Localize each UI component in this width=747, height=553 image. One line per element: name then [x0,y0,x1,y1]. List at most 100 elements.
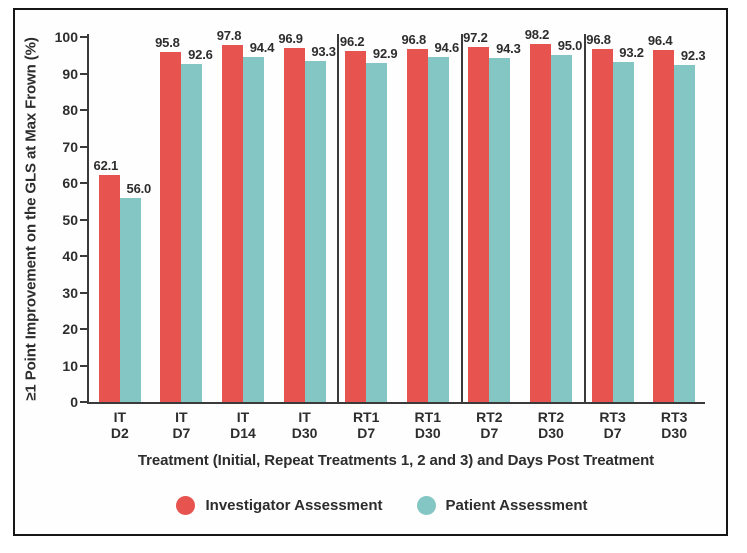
y-tick-mark [80,255,87,257]
section-divider-line [583,34,586,404]
investigator-legend-dot-icon [176,496,196,515]
investigator-value-label: 96.4 [647,33,673,49]
y-tick-mark [80,36,87,38]
legend-item-patient: Patient Assessment [416,496,588,515]
patient-value-label: 95.0 [557,38,583,54]
x-tick-day: D30 [538,425,564,441]
patient-value-label: 93.2 [619,44,644,60]
patient-value-label: 92.9 [372,45,398,61]
investigator-value-label: 96.8 [401,31,427,47]
x-tick-treatment: RT1 [352,409,380,425]
x-tick-day: D30 [661,425,687,441]
investigator-bar [98,175,120,402]
y-tick-mark [80,401,87,403]
investigator-value-label: 97.8 [216,28,242,44]
y-tick-mark [80,218,87,221]
investigator-value-label: 96.8 [586,31,611,47]
x-tick-label: IT D7 [151,409,213,441]
investigator-bar [529,43,551,402]
patient-bar [674,65,696,402]
x-tick-treatment: IT [175,409,188,425]
patient-value-label: 56.0 [126,180,152,196]
x-tick-treatment: RT3 [660,409,688,425]
patient-bar [489,57,511,402]
patient-value-label: 92.6 [188,47,213,63]
investigator-value-label: 62.1 [93,158,119,174]
investigator-bar [591,48,613,402]
x-tick-label: RT1 D7 [335,409,397,441]
bar-group-rt3-d7: 96.8 93.2 [582,31,644,402]
x-tick-day: D7 [357,425,376,441]
y-tick-label: 10 [62,357,78,374]
patient-bar [612,61,634,402]
patient-value-label: 93.3 [311,44,336,60]
patient-bar [242,57,264,402]
section-divider-line [337,34,340,404]
patient-bar [181,64,203,402]
bar-group-it-d2: 62.1 56.0 [89,34,151,402]
investigator-bar [653,50,675,402]
patient-value-label: 92.3 [680,48,706,64]
investigator-bar [160,52,182,402]
patient-value-label: 94.4 [249,40,275,56]
investigator-legend-label: Investigator Assessment [205,497,383,514]
y-tick-mark [80,182,87,184]
x-tick-label: RT2 D7 [459,409,521,441]
y-tick-label: 90 [62,65,78,82]
y-tick-label: 40 [62,248,78,264]
plot-area [87,34,705,404]
y-tick-label: 50 [62,211,78,228]
x-tick-treatment: IT [236,409,250,425]
x-tick-label: RT3 D7 [582,409,644,441]
x-tick-day: D14 [230,425,256,441]
bar-group-rt2-d7: 97.2 94.3 [459,30,521,402]
bar-group-rt1-d30: 96.8 94.6 [397,31,459,402]
patient-bar [366,62,388,402]
investigator-bar [468,47,490,402]
x-tick-day: D7 [172,425,191,441]
legend: Investigator Assessment Patient Assessme… [73,496,691,515]
x-tick-label: RT3 D30 [643,409,705,441]
x-tick-treatment: RT3 [599,409,626,425]
bar-group-it-d30: 96.9 93.3 [274,31,336,402]
y-tick-label: 0 [70,394,78,410]
x-tick-label: IT D30 [274,409,336,441]
x-tick-treatment: IT [298,409,311,425]
y-tick-mark [80,291,87,294]
x-tick-treatment: RT2 [537,409,565,425]
x-tick-day: D7 [480,425,499,441]
investigator-bar [221,45,243,402]
investigator-value-label: 96.9 [278,31,303,47]
y-tick-label: 80 [62,102,78,118]
x-tick-label: IT D14 [212,409,274,441]
investigator-value-label: 97.2 [463,30,488,46]
section-divider-line [460,34,463,404]
investigator-bar [406,48,428,402]
y-tick-label: 30 [62,284,78,301]
investigator-value-label: 98.2 [524,26,550,42]
x-axis-title: Treatment (Initial, Repeat Treatments 1,… [137,452,655,469]
bar-group-rt3-d30: 96.4 92.3 [643,33,706,402]
x-tick-day: D30 [414,425,441,441]
y-tick-label: 100 [54,29,78,45]
y-tick-label: 60 [62,175,78,191]
x-tick-treatment: IT [113,409,127,425]
x-axis-labels: IT D2 IT D7 IT D14 IT D30 RT1 D7 RT1 D30 RT2 D7 RT2 D30… [89,409,705,441]
x-tick-day: D2 [110,425,129,441]
y-tick-mark [80,72,87,75]
x-tick-day: D7 [603,425,622,441]
bar-group-it-d7: 95.8 92.6 [151,34,213,402]
investigator-value-label: 96.2 [339,33,365,49]
investigator-bar [345,50,367,402]
y-tick-label: 20 [62,321,78,337]
bar-group-it-d14: 97.8 94.4 [212,28,275,402]
bar-groups: 62.1 56.0 95.8 92.6 97.8 94.4 96.9 93.3 96.2 92.9… [89,27,706,402]
x-tick-treatment: RT1 [414,409,441,425]
x-tick-treatment: RT2 [476,409,503,425]
y-tick-mark [80,364,87,367]
x-tick-label: RT2 D30 [520,409,582,441]
patient-bar [550,55,572,402]
patient-bar [304,61,326,402]
patient-legend-label: Patient Assessment [445,497,588,514]
